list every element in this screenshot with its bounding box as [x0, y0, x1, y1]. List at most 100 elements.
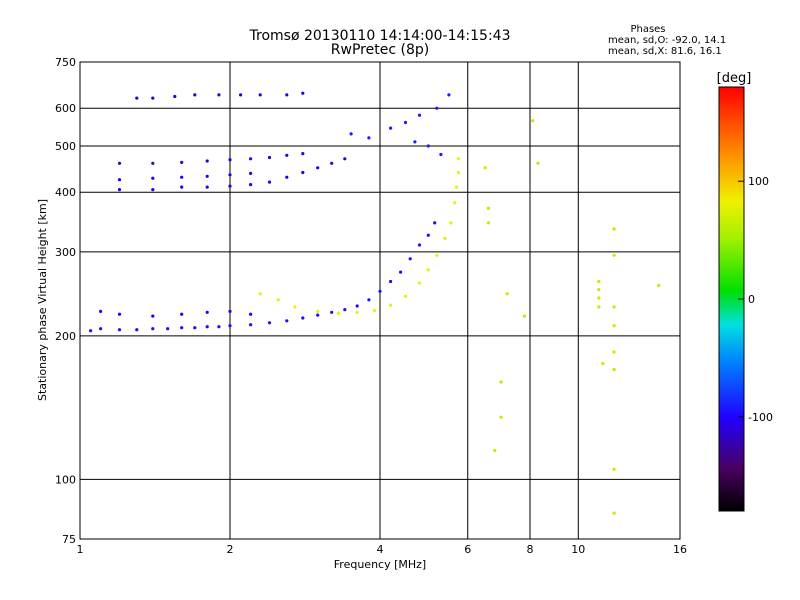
data-point — [355, 310, 359, 314]
data-point — [267, 155, 272, 160]
data-point — [536, 161, 540, 165]
data-point — [249, 171, 253, 175]
data-point — [597, 296, 601, 300]
data-point — [267, 321, 272, 325]
data-point — [267, 180, 272, 184]
colorbar-tick-label: -100 — [748, 411, 773, 424]
phase-statistics: Phases mean, sd,O: -92.0, 14.1 mean, sd,… — [608, 24, 726, 57]
data-point — [413, 140, 417, 144]
data-point — [117, 161, 122, 165]
data-point — [180, 326, 184, 330]
data-point — [493, 448, 497, 453]
data-point — [657, 283, 661, 288]
data-point — [389, 303, 393, 307]
data-point — [99, 309, 103, 313]
plot-frame — [79, 61, 681, 540]
data-point — [151, 96, 155, 100]
data-point — [276, 298, 280, 302]
x-axis-label: Frequency [MHz] — [334, 558, 426, 571]
data-point — [151, 176, 155, 180]
data-point — [399, 270, 403, 274]
data-point — [435, 106, 439, 110]
grid-lines — [80, 62, 680, 539]
data-point — [135, 328, 139, 332]
y-tick-label: 75 — [62, 533, 76, 546]
data-point — [166, 327, 170, 331]
data-point — [417, 113, 422, 117]
data-point — [180, 175, 184, 179]
data-point — [483, 166, 487, 170]
data-point — [228, 324, 232, 328]
data-point — [349, 132, 353, 136]
data-point — [239, 93, 243, 97]
colorbar-tick-label: 100 — [748, 175, 769, 188]
data-point — [330, 310, 334, 314]
y-tick-label: 100 — [55, 473, 76, 486]
data-point — [367, 136, 371, 140]
data-point — [612, 467, 616, 471]
chart-subtitle: RwPretec (8p) — [331, 42, 429, 58]
y-tick-label: 750 — [55, 56, 76, 69]
data-point — [433, 221, 437, 225]
data-point — [89, 329, 93, 333]
data-point — [389, 279, 393, 284]
data-point — [285, 175, 289, 179]
data-point — [258, 292, 262, 296]
data-point — [285, 93, 289, 97]
data-point — [151, 314, 155, 318]
data-point — [228, 309, 232, 313]
data-point — [612, 367, 616, 372]
data-point — [447, 93, 451, 97]
data-point — [499, 415, 503, 419]
data-point — [403, 120, 408, 125]
data-point — [597, 288, 601, 292]
data-point — [117, 178, 122, 182]
data-point — [228, 158, 232, 162]
y-axis-ticks: 75 100 200 300 400 500 600 750 — [55, 56, 76, 546]
data-point — [316, 313, 320, 317]
data-point — [597, 279, 601, 284]
data-point — [531, 119, 535, 123]
data-point — [449, 221, 453, 225]
data-point — [217, 93, 221, 97]
x-tick-label: 10 — [571, 543, 585, 556]
x-tick-label: 8 — [527, 543, 534, 556]
data-point — [249, 183, 253, 187]
data-point — [505, 292, 509, 296]
data-point — [403, 294, 408, 298]
data-point — [453, 201, 457, 205]
data-point — [193, 93, 197, 97]
data-point — [99, 327, 103, 331]
data-point — [612, 253, 616, 257]
data-point — [205, 174, 209, 178]
data-point — [426, 233, 430, 237]
data-point — [117, 328, 122, 332]
data-point — [258, 93, 262, 97]
x-tick-label: 1 — [77, 543, 84, 556]
data-point — [316, 309, 320, 313]
data-points — [89, 91, 661, 515]
data-point — [355, 304, 359, 308]
phase-heading: Phases — [630, 24, 665, 35]
data-point — [499, 380, 503, 384]
data-point — [151, 188, 155, 192]
plot-area: 1 2 4 6 8 10 16 75 100 200 300 400 500 600 750 — [55, 56, 687, 556]
x-tick-label: 4 — [377, 543, 384, 556]
data-point — [285, 319, 289, 323]
colorbar-tick-label: 0 — [748, 293, 755, 306]
data-point — [180, 185, 184, 189]
data-point — [408, 257, 412, 261]
y-axis-label: Stationary phase Virtual Height [km] — [36, 199, 49, 401]
data-point — [151, 161, 155, 165]
data-point — [336, 311, 340, 315]
data-point — [217, 325, 221, 329]
data-point — [301, 316, 305, 320]
data-point — [367, 298, 371, 302]
data-point — [417, 243, 422, 247]
data-point — [330, 161, 334, 165]
data-point — [285, 153, 289, 157]
data-point — [601, 361, 605, 366]
phase-x-stats: mean, sd,X: 81.6, 16.1 — [608, 46, 722, 57]
phase-o-stats: mean, sd,O: -92.0, 14.1 — [608, 35, 726, 46]
